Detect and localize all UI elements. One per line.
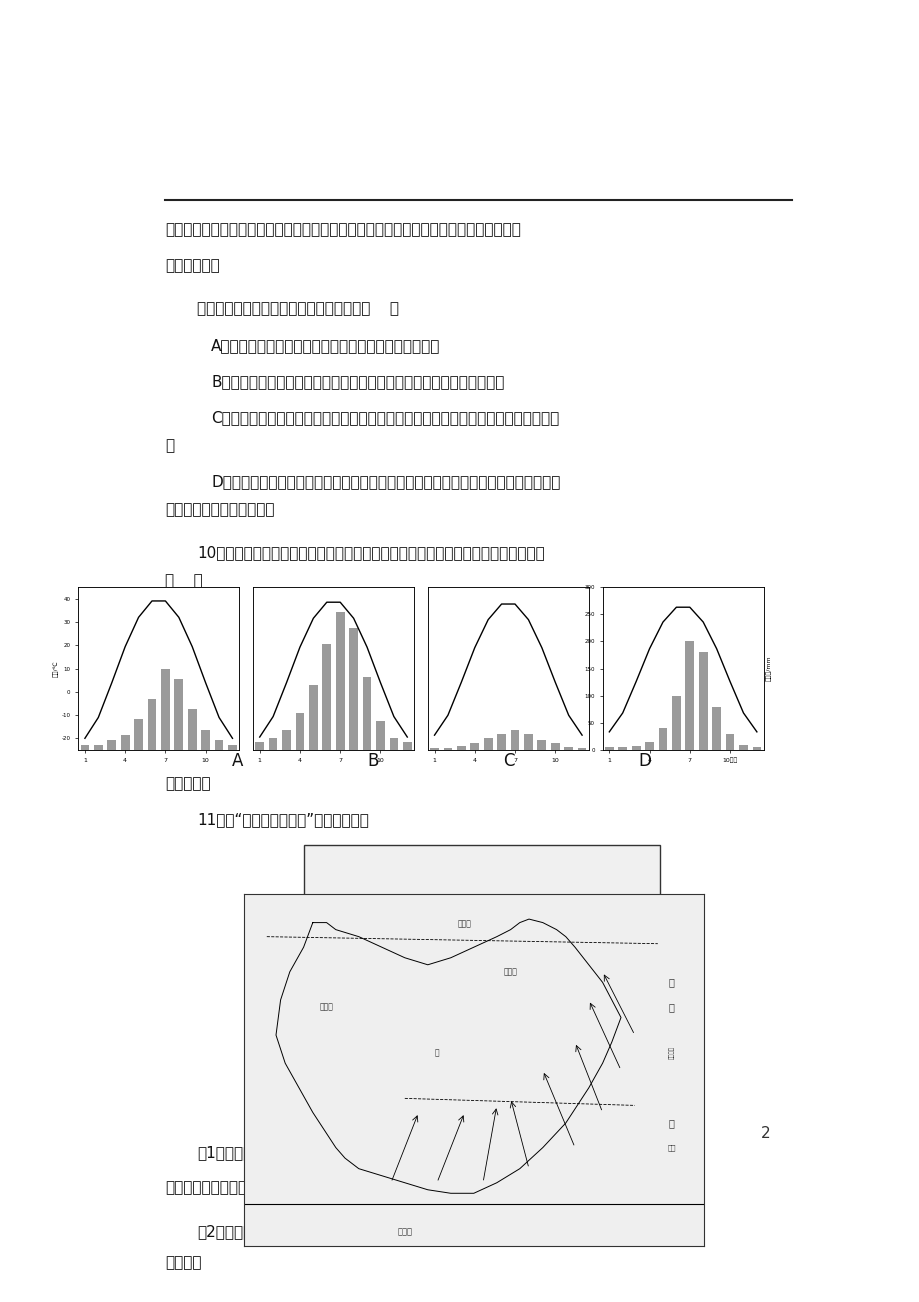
Text: 坡、塔方等灾害的频繁发生: 坡、塔方等灾害的频繁发生 <box>165 503 274 517</box>
Bar <box>362 677 371 750</box>
Bar <box>658 728 666 750</box>
Bar <box>510 729 519 750</box>
Text: 印度洋: 印度洋 <box>397 1228 412 1237</box>
Y-axis label: 降水量/mm: 降水量/mm <box>766 656 771 681</box>
Bar <box>403 742 411 750</box>
Text: 请根据所学知识判断下列说法不准确的是（    ）: 请根据所学知识判断下列说法不准确的是（ ） <box>197 302 399 316</box>
Bar <box>228 745 236 750</box>
Text: 10．下列四幅气温年变化曲线和降水量逐月分配图中，大致能与乌鲁木齐相吴合的是: 10．下列四幅气温年变化曲线和降水量逐月分配图中，大致能与乌鲁木齐相吴合的是 <box>197 546 544 560</box>
Text: （2）除青藏高原外，习惯上以________—阴山—________为界把我国划分为季风区和非: （2）除青藏高原外，习惯上以________—阴山—________为界把我国划… <box>197 1225 614 1241</box>
Text: （    ）: （ ） <box>165 573 202 589</box>
Text: A．气温升高将会减少寒潮南侵，从而抑制沙尘暴的发生: A．气温升高将会减少寒潮南侵，从而抑制沙尘暴的发生 <box>211 337 440 353</box>
Text: 的主要特征．: 的主要特征． <box>165 259 220 273</box>
Text: B．气温升高将导致西部地区冰川加速融化，使得淡水资源的储存量减少: B．气温升高将导致西部地区冰川加速融化，使得淡水资源的储存量减少 <box>211 374 505 389</box>
Y-axis label: 气温/℃: 气温/℃ <box>53 660 59 677</box>
Bar <box>483 738 492 750</box>
Bar <box>295 713 304 750</box>
Bar <box>496 734 505 750</box>
Text: 平: 平 <box>668 1003 674 1012</box>
Bar <box>738 745 747 750</box>
Bar <box>94 745 103 750</box>
Text: D: D <box>637 751 650 769</box>
Bar <box>550 743 559 750</box>
Bar <box>644 742 653 750</box>
Text: 太: 太 <box>668 978 674 987</box>
Text: 季风区．: 季风区． <box>165 1255 201 1269</box>
Text: 年间，气温将继续向变暖的方向发展．可见，气温的升高已经并将继续成为我国气候变化: 年间，气温将继续向变暖的方向发展．可见，气温的升高已经并将继续成为我国气候变化 <box>165 223 520 237</box>
Bar <box>430 747 438 750</box>
Text: 低气压: 低气压 <box>503 967 517 976</box>
Bar <box>605 747 613 750</box>
Bar <box>698 652 707 750</box>
Text: 的影响下，我国大部分地区的气候特点是________．: 的影响下，我国大部分地区的气候特点是________． <box>165 1182 399 1197</box>
Text: 西: 西 <box>434 1048 439 1057</box>
Bar <box>376 721 384 750</box>
Bar <box>322 644 331 750</box>
Text: 低气压: 低气压 <box>319 1003 334 1012</box>
Text: 洋: 洋 <box>668 1118 674 1128</box>
Bar <box>268 738 278 750</box>
Bar <box>282 729 290 750</box>
Text: D．我国西南地区如果不加限制地开发土地、破坏植被，气温升高将会导致泥石流、滑: D．我国西南地区如果不加限制地开发土地、破坏植被，气温升高将会导致泥石流、滑 <box>211 474 560 490</box>
Text: （1）该图表示________季风．该季风是来自________洋和印度洋上空的暖湿气流，在它: （1）该图表示________季风．该季风是来自________洋和印度洋上空的… <box>197 1146 602 1161</box>
Bar <box>175 678 183 750</box>
Bar <box>120 734 130 750</box>
Bar <box>685 642 694 750</box>
Bar <box>187 710 197 750</box>
Text: C．气温升高带来的干旱化必将导致沙层变厚，一旦遇到寒潮侵袭，必将产生沙尘暴天: C．气温升高带来的干旱化必将导致沙层变厚，一旦遇到寒潮侵袭，必将产生沙尘暴天 <box>211 410 559 424</box>
Bar <box>108 740 116 750</box>
Bar <box>470 743 479 750</box>
Text: 11．读“我国季风示意图”，回答问题．: 11．读“我国季风示意图”，回答问题． <box>197 812 369 827</box>
Text: 气: 气 <box>165 437 174 453</box>
Bar <box>147 699 156 750</box>
Bar <box>537 741 546 750</box>
Bar <box>618 747 627 750</box>
Bar <box>214 740 223 750</box>
Bar <box>711 707 720 750</box>
Text: 2: 2 <box>761 1126 770 1141</box>
Text: B: B <box>368 751 379 769</box>
Bar <box>671 695 680 750</box>
Bar <box>443 747 452 750</box>
Bar <box>725 734 733 750</box>
Bar <box>201 729 210 750</box>
Bar <box>161 669 170 750</box>
Text: C: C <box>503 751 514 769</box>
Bar <box>389 738 398 750</box>
Bar <box>255 742 264 750</box>
Bar <box>81 745 89 750</box>
Bar <box>303 845 660 1116</box>
Text: 赤道: 赤道 <box>666 1144 675 1151</box>
Bar <box>752 747 760 750</box>
Bar <box>335 612 345 750</box>
Bar <box>524 734 532 750</box>
Text: 三、综合题: 三、综合题 <box>165 776 210 790</box>
Bar <box>134 720 142 750</box>
Bar <box>577 747 585 750</box>
Bar <box>631 746 640 750</box>
Bar <box>349 628 357 750</box>
Bar <box>309 685 317 750</box>
Bar <box>563 747 573 750</box>
Text: A: A <box>233 751 244 769</box>
Bar <box>457 746 465 750</box>
Text: 北极圈: 北极圈 <box>457 919 471 928</box>
Text: 北回归线: 北回归线 <box>668 1047 674 1059</box>
